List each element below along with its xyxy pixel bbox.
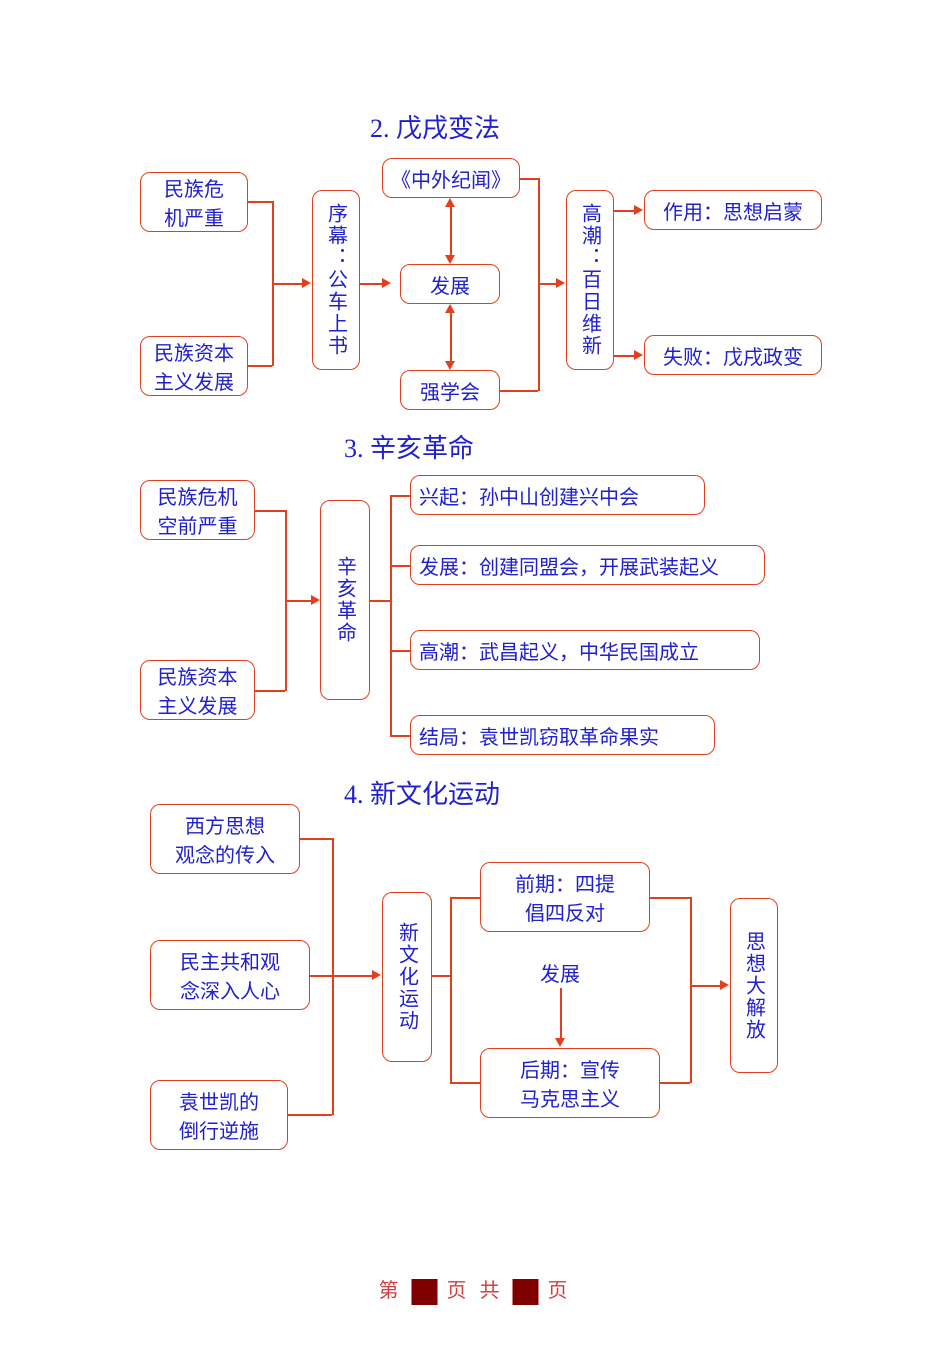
a (556, 278, 565, 288)
a (445, 304, 455, 313)
s2-bot: 强学会 (400, 370, 500, 410)
s3-o3: 高潮：武昌起义，中华民国成立 (410, 630, 760, 670)
l (310, 975, 332, 977)
l (390, 495, 410, 497)
l (370, 600, 390, 602)
s4-cause-1: 西方思想 观念的传入 (150, 804, 300, 874)
l (450, 897, 480, 899)
l (690, 897, 692, 1083)
l (614, 210, 634, 212)
s3-o4: 结局：袁世凯窃取革命果实 (410, 715, 715, 755)
l (332, 838, 334, 1115)
a (302, 278, 311, 288)
a (445, 361, 455, 370)
s4-cause-2: 民主共和观 念深入人心 (150, 940, 310, 1010)
s2-mid: 发展 (400, 264, 500, 304)
l (272, 283, 302, 285)
s2-r2: 失败：戊戌政变 (644, 335, 822, 375)
l (255, 690, 285, 692)
l (450, 1082, 480, 1084)
l (248, 365, 272, 367)
a (634, 205, 643, 215)
footer-b: 页 共 (447, 1280, 504, 1302)
l (650, 897, 690, 899)
l (560, 988, 562, 1038)
a (382, 278, 391, 288)
l (538, 283, 556, 285)
s4-title: 4. 新文化运动 (344, 774, 500, 811)
s4-center: 新文化运动 (382, 892, 432, 1062)
l (248, 201, 272, 203)
l (390, 565, 410, 567)
s4-out: 思想大解放 (730, 898, 778, 1073)
l (285, 600, 311, 602)
l (614, 355, 634, 357)
s4-p2: 后期：宣传 马克思主义 (480, 1048, 660, 1118)
a (445, 198, 455, 207)
a (445, 255, 455, 264)
footer-c: 页 (548, 1280, 572, 1302)
l (450, 207, 452, 255)
s2-prelude: 序幕：公车上书 (312, 190, 360, 370)
l (390, 735, 410, 737)
l (255, 510, 285, 512)
s2-climax: 高潮：百日维新 (566, 190, 614, 370)
s3-o1: 兴起：孙中山创建兴中会 (410, 475, 705, 515)
a (720, 980, 729, 990)
footer-a: 第 (379, 1280, 403, 1302)
l (300, 838, 332, 840)
l (660, 1082, 690, 1084)
s4-p1: 前期：四提 倡四反对 (480, 862, 650, 932)
s3-o2: 发展：创建同盟会，开展武装起义 (410, 545, 765, 585)
l (332, 975, 372, 977)
s3-cause-2: 民族资本 主义发展 (140, 660, 255, 720)
l (450, 313, 452, 361)
l (500, 390, 538, 392)
s4-dev: 发展 (540, 958, 580, 987)
footer-block-2 (513, 1279, 539, 1305)
l (390, 495, 392, 735)
l (450, 897, 452, 1082)
page-footer: 第 页 共 页 (379, 1274, 572, 1305)
footer-block-1 (412, 1279, 438, 1305)
s2-cause-2: 民族资本 主义发展 (140, 336, 248, 396)
s2-r1: 作用：思想启蒙 (644, 190, 822, 230)
s3-cause-1: 民族危机 空前严重 (140, 480, 255, 540)
a (372, 970, 381, 980)
a (634, 350, 643, 360)
a (555, 1038, 565, 1047)
l (432, 975, 450, 977)
s2-top: 《中外纪闻》 (382, 158, 520, 198)
s2-title: 2. 戊戌变法 (370, 108, 500, 145)
l (690, 985, 720, 987)
l (538, 178, 540, 391)
s2-cause-1: 民族危 机严重 (140, 172, 248, 232)
s3-center: 辛亥革命 (320, 500, 370, 700)
s4-cause-3: 袁世凯的 倒行逆施 (150, 1080, 288, 1150)
l (390, 650, 410, 652)
l (360, 283, 382, 285)
a (311, 595, 320, 605)
l (520, 178, 538, 180)
l (288, 1114, 332, 1116)
s3-title: 3. 辛亥革命 (344, 428, 474, 465)
